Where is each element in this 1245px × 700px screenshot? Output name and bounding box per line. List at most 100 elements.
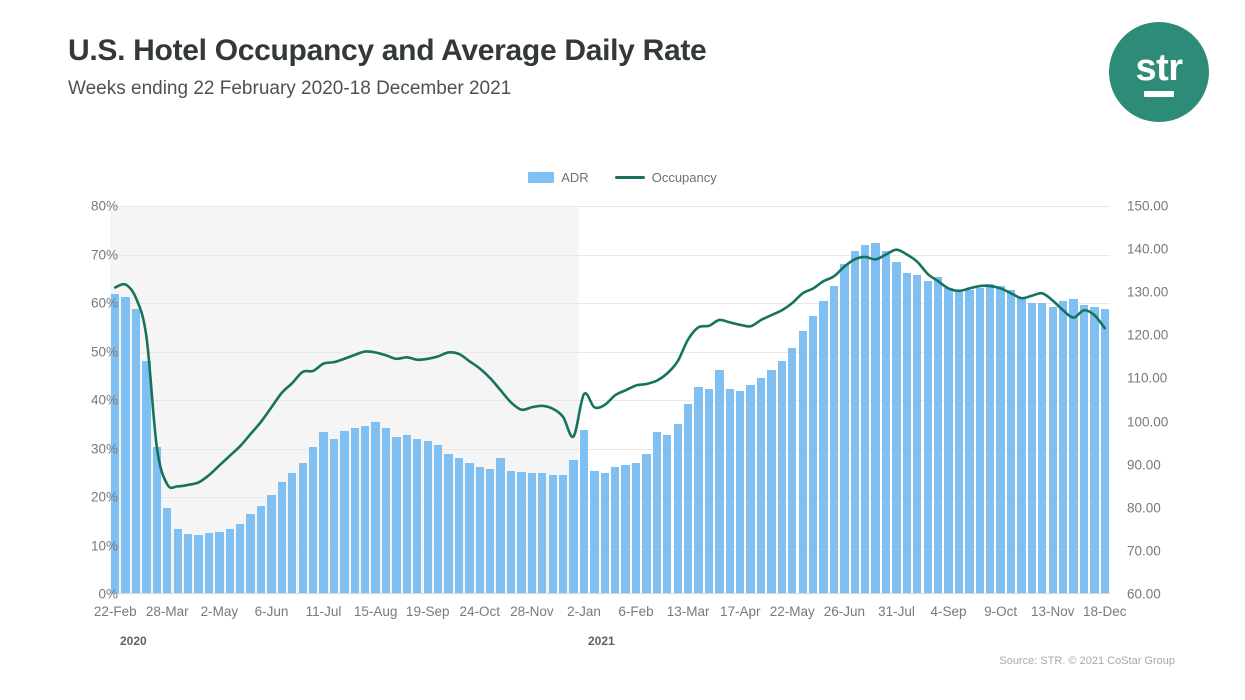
bar [673, 423, 682, 594]
bar [152, 447, 162, 594]
bar [704, 389, 714, 594]
bar [204, 532, 214, 594]
bar [173, 529, 182, 594]
y-axis-right-tick: 150.00 [1127, 198, 1169, 214]
bar [996, 285, 1005, 594]
bar [767, 369, 776, 594]
bar [194, 534, 203, 594]
bar [923, 281, 932, 594]
bar [402, 435, 412, 594]
bar [1027, 303, 1037, 594]
bar [496, 458, 505, 594]
y-axis-left-tick: 0% [98, 586, 118, 602]
bar [486, 468, 495, 594]
bar [454, 458, 464, 594]
bar [777, 361, 787, 594]
bar [1038, 303, 1047, 594]
bar [277, 481, 287, 594]
x-axis-tick: 18-Dec [1083, 604, 1127, 619]
bar [788, 348, 797, 594]
bar [183, 533, 193, 594]
y-axis-left-tick: 30% [90, 441, 118, 456]
bar [579, 430, 589, 594]
bar [267, 494, 276, 594]
y-axis-right-tick: 120.00 [1127, 327, 1169, 343]
bar [1100, 309, 1109, 594]
gridline [110, 303, 1110, 304]
bar [506, 471, 516, 594]
gridline [110, 254, 1110, 256]
x-axis-tick: 28-Mar [145, 604, 189, 619]
bar [694, 387, 703, 594]
bar [371, 422, 380, 594]
bar [1006, 290, 1016, 594]
bar [558, 475, 568, 594]
legend-item-adr[interactable]: ADR [528, 170, 589, 185]
bar [819, 300, 828, 594]
bar [121, 297, 130, 594]
str-logo-text: str [1135, 47, 1183, 90]
bar [902, 272, 912, 594]
bar [517, 472, 526, 594]
str-logo-underline [1144, 90, 1174, 97]
legend-swatch-line-icon [614, 176, 645, 179]
bar [475, 466, 484, 594]
bar [642, 453, 651, 594]
bar [600, 473, 609, 594]
y-axis-right-tick: 110.00 [1127, 370, 1168, 386]
bar [308, 447, 318, 594]
line-series-occupancy [113, 248, 1107, 490]
bar [683, 404, 693, 594]
bar [1090, 307, 1099, 594]
y-axis-right-tick: 90.00 [1127, 457, 1161, 473]
bar [246, 514, 255, 594]
x-axis-year-label: 2020 [120, 634, 147, 648]
x-axis-tick: 15-Aug [353, 604, 398, 619]
bar [381, 428, 391, 594]
legend-label-occupancy: Occupancy [651, 170, 717, 185]
bar [527, 473, 537, 594]
bar [725, 389, 734, 594]
x-axis-tick: 13-Nov [1030, 604, 1075, 619]
y-axis-left-tick: 50% [90, 344, 118, 359]
bar [256, 505, 266, 594]
x-axis-tick: 13-Mar [666, 604, 710, 619]
str-logo: str [1109, 22, 1209, 122]
bar [111, 294, 120, 594]
bar [1017, 296, 1026, 594]
x-axis-tick: 19-Sep [405, 604, 450, 619]
bar [465, 462, 474, 594]
bar [131, 309, 141, 594]
bar [715, 369, 724, 594]
bar [444, 453, 453, 594]
x-axis-tick: 2-Jan [567, 604, 601, 619]
bar [142, 361, 151, 594]
bar [288, 473, 297, 594]
bar [663, 434, 672, 594]
plot-area [110, 206, 1110, 594]
x-axis-tick: 28-Nov [510, 604, 554, 619]
y-axis-right-tick: 130.00 [1127, 284, 1169, 300]
bar [1048, 307, 1057, 594]
x-axis-baseline [110, 593, 1110, 594]
bar [225, 529, 234, 594]
bar [423, 440, 432, 594]
bar [829, 285, 839, 594]
bar [215, 531, 224, 594]
bar [340, 431, 349, 594]
x-axis-tick: 6-Jun [254, 604, 289, 619]
bar [881, 251, 891, 594]
bar [236, 524, 245, 594]
legend-item-occupancy[interactable]: Occupancy [614, 170, 717, 185]
x-axis-tick: 9-Oct [984, 604, 1018, 619]
bar [746, 384, 755, 594]
y-axis-left-tick: 40% [90, 392, 118, 408]
x-axis-tick: 31-Jul [878, 604, 915, 619]
page-title: U.S. Hotel Occupancy and Average Daily R… [68, 34, 707, 67]
legend-label-adr: ADR [561, 170, 589, 185]
y-axis-left-tick: 70% [90, 247, 118, 262]
bar [944, 287, 953, 594]
x-axis-tick: 11-Jul [305, 604, 342, 619]
bar [986, 283, 995, 594]
